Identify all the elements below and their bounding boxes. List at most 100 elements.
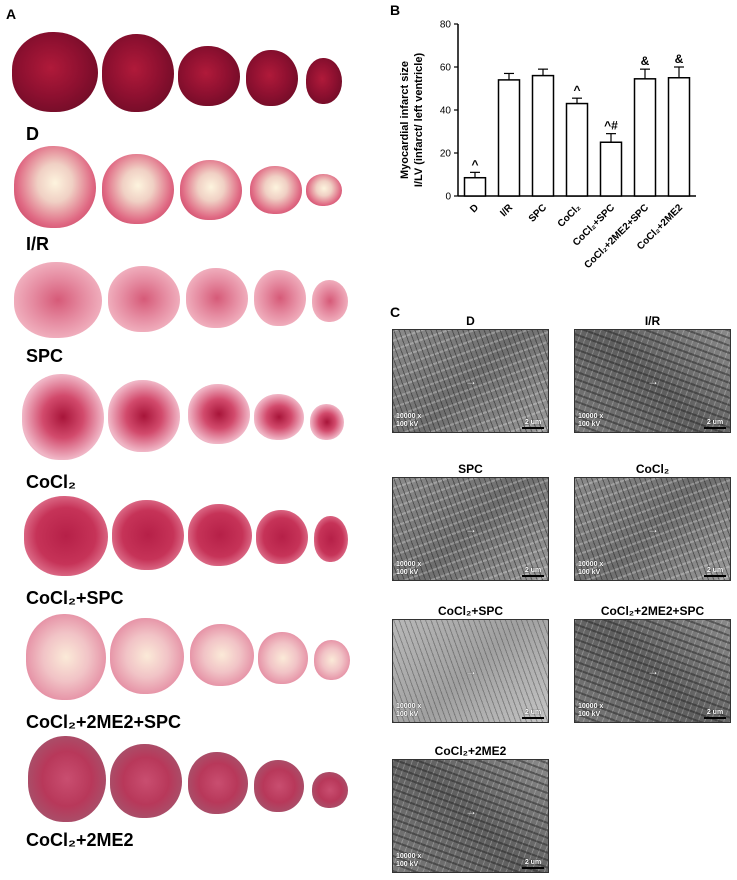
panel-c-letter: C — [390, 304, 401, 320]
em-title: CoCl₂+SPC — [437, 604, 503, 618]
em-scale-bar: 2 um — [522, 709, 544, 719]
group-label-cocl2-2me2: CoCl₂+2ME2 — [26, 830, 134, 850]
heart-row-cocl2 — [10, 374, 346, 460]
group-label-ir: I/R — [26, 234, 50, 254]
em-magnification: 10000 x 100 kV — [396, 853, 422, 868]
significance-marker: ^ — [573, 83, 580, 97]
heart-row-spc — [10, 262, 348, 338]
em-title: CoCl₂ — [635, 462, 670, 476]
heart-slice-image — [314, 640, 350, 680]
heart-slice-image — [12, 32, 98, 112]
significance-marker: & — [675, 52, 684, 66]
y-tick-label: 60 — [440, 63, 452, 74]
heart-slice-image — [188, 504, 252, 566]
heart-slice-image — [102, 154, 174, 224]
y-tick-label: 0 — [445, 192, 451, 203]
heart-slice-image — [188, 752, 248, 814]
y-axis-label: Myocardial infarct size I/LV (infarct/ l… — [399, 53, 425, 188]
em-scale-bar: 2 um — [704, 709, 726, 719]
group-label-d: D — [26, 124, 39, 144]
bar — [599, 141, 623, 197]
em-magnification: 10000 x 100 kV — [396, 703, 422, 718]
em-magnification: 10000 x 100 kV — [396, 561, 422, 576]
heart-slice-image — [108, 380, 180, 452]
category-label: SPC — [527, 202, 549, 224]
heart-slice-image — [102, 34, 174, 112]
em-micrograph: → 10000 x 100 kV 2 um — [392, 329, 549, 433]
heart-slice-image — [254, 270, 306, 326]
heart-slice-image — [250, 166, 302, 214]
heart-row-cocl2-2me2-spc — [10, 614, 350, 700]
em-panel-cocl2-spc: CoCl₂+SPC → 10000 x 100 kV 2 um — [392, 604, 549, 724]
heart-row-d — [10, 30, 346, 120]
arrow-icon: → — [647, 664, 659, 678]
em-title: SPC — [458, 462, 483, 476]
heart-slice-image — [254, 760, 304, 812]
heart-slice-image — [258, 632, 308, 684]
group-label-cocl2: CoCl₂ — [26, 472, 76, 492]
y-axis-label-line-2: I/LV (infarct/ left ventricle) — [413, 53, 425, 188]
heart-slice-image — [188, 384, 250, 444]
significance-marker: ^# — [604, 119, 618, 133]
em-scale-bar: 2 um — [522, 567, 544, 577]
em-title: CoCl₂+2ME2 — [434, 744, 507, 758]
em-magnification: 10000 x 100 kV — [578, 561, 604, 576]
arrow-icon: → — [647, 374, 659, 388]
em-magnification: 10000 x 100 kV — [578, 413, 604, 428]
arrow-icon: → — [465, 664, 477, 678]
arrow-icon: → — [465, 374, 477, 388]
heart-slice-image — [14, 262, 102, 338]
heart-slice-image — [110, 744, 182, 818]
bar — [667, 77, 691, 197]
heart-slice-image — [178, 46, 240, 106]
em-micrograph: → 10000 x 100 kV 2 um — [574, 329, 731, 433]
heart-slice-image — [306, 174, 342, 206]
heart-slice-image — [306, 58, 342, 104]
significance-marker: ^ — [471, 157, 478, 171]
heart-slice-image — [112, 500, 184, 570]
heart-slice-image — [26, 614, 106, 700]
arrow-icon: → — [647, 522, 659, 536]
bar — [531, 74, 555, 197]
infarct-size-bar-chart: Myocardial infarct size I/LV (infarct/ l… — [399, 20, 696, 271]
em-magnification: 10000 x 100 kV — [578, 703, 604, 718]
heart-slice-image — [22, 374, 104, 460]
heart-slice-image — [312, 772, 348, 808]
em-magnification: 10000 x 100 kV — [396, 413, 422, 428]
em-title: CoCl₂+2ME2+SPC — [600, 604, 705, 618]
category-label: D — [468, 202, 481, 215]
significance-marker: & — [641, 54, 650, 68]
em-micrograph: → 10000 x 100 kV 2 um — [574, 619, 731, 723]
panel-b-letter: B — [390, 2, 401, 18]
category-label: CoCl₂ — [556, 202, 583, 229]
heart-slice-image — [24, 496, 108, 576]
em-title: D — [466, 314, 475, 328]
heart-slice-image — [180, 160, 242, 220]
em-panel-d: D → 10000 x 100 kV 2 um — [392, 314, 549, 434]
arrow-icon: → — [465, 522, 477, 536]
heart-row-cocl2-2me2 — [10, 736, 348, 822]
heart-slice-image — [110, 618, 184, 694]
em-scale-bar: 2 um — [522, 419, 544, 429]
em-panel-cocl2-2me2: CoCl₂+2ME2 → 10000 x 100 kV 2 um — [392, 744, 549, 874]
y-axis-label-line-1: Myocardial infarct size — [399, 61, 411, 179]
y-tick-label: 40 — [440, 106, 452, 117]
heart-slice-image — [108, 266, 180, 332]
category-label: I/R — [498, 202, 515, 219]
category-label: CoCl₂+2ME2+SPC — [582, 202, 651, 271]
em-scale-bar: 2 um — [522, 859, 544, 869]
heart-slice-image — [314, 516, 348, 562]
heart-slice-image — [246, 50, 298, 106]
em-panel-ir: I/R → 10000 x 100 kV 2 um — [574, 314, 731, 434]
y-tick-label: 80 — [440, 20, 452, 31]
heart-slice-image — [14, 146, 96, 228]
heart-slice-image — [254, 394, 304, 440]
heart-slice-image — [310, 404, 344, 440]
heart-slice-image — [312, 280, 348, 322]
bar — [633, 78, 657, 197]
em-scale-bar: 2 um — [704, 419, 726, 429]
bar — [565, 102, 589, 197]
heart-slice-image — [256, 510, 308, 564]
em-title: I/R — [644, 314, 661, 328]
em-panel-cocl2-2me2-spc: CoCl₂+2ME2+SPC → 10000 x 100 kV 2 um — [574, 604, 731, 724]
